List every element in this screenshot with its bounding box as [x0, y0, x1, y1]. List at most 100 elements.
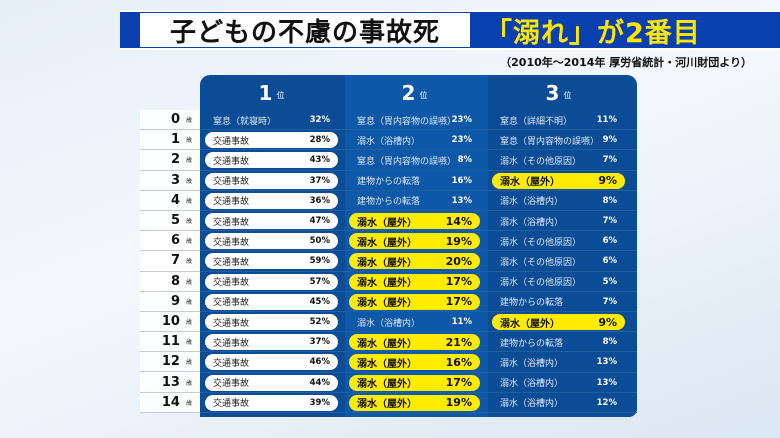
- cause-cell: 建物からの転落 7%: [492, 294, 625, 310]
- cause-cell: 交通事故 43%: [205, 152, 338, 169]
- cause-percent: 23%: [451, 135, 472, 146]
- rank-number: 1: [258, 80, 273, 105]
- cause-label: 溺水（屋外）: [357, 399, 417, 411]
- cause-cell: 溺水（屋外） 9%: [492, 172, 625, 189]
- table-row: 交通事故 57% 溺水（屋外） 17% 溺水（その他原因） 5%: [200, 272, 637, 292]
- cause-label: 窒息（就寝時）: [213, 116, 277, 127]
- table-row: 交通事故 45% 溺水（屋外） 17% 建物からの転落 7%: [200, 292, 637, 312]
- age-suffix: 歳: [185, 238, 192, 246]
- cause-percent: 50%: [309, 236, 330, 247]
- cause-percent: 13%: [451, 195, 472, 206]
- cause-label: 交通事故: [213, 379, 250, 390]
- cause-label: 交通事故: [213, 217, 250, 228]
- table-row: 窒息（就寝時） 32% 窒息（胃内容物の誤嚥） 23% 窒息（詳細不明） 11%: [200, 110, 637, 131]
- cause-cell: 溺水（屋外） 17%: [349, 273, 480, 290]
- table-row: 交通事故 37% 建物からの転落 16% 溺水（屋外） 9%: [200, 171, 637, 191]
- age-suffix: 歳: [185, 117, 192, 125]
- cause-percent: 16%: [445, 355, 472, 369]
- table-row: 交通事故 52% 溺水（浴槽内） 11% 溺水（屋外） 9%: [200, 312, 637, 333]
- cause-cell: 交通事故 28%: [205, 132, 338, 149]
- cause-cell: 溺水（その他原因） 6%: [492, 253, 625, 269]
- cause-cell: 溺水（屋外） 14%: [349, 213, 480, 229]
- cause-label: 溺水（屋外）: [357, 358, 417, 370]
- cause-cell: 溺水（屋外） 19%: [349, 394, 480, 411]
- cause-percent: 11%: [596, 115, 617, 125]
- cause-cell: 交通事故 59%: [205, 253, 338, 270]
- table-row: 交通事故 47% 溺水（屋外） 14% 溺水（浴槽内） 7%: [200, 211, 637, 232]
- cause-label: 溺水（屋外）: [357, 379, 417, 391]
- cause-percent: 45%: [309, 296, 330, 307]
- cause-label: 交通事故: [213, 298, 250, 309]
- ranking-table: 1 位 2 位 3 位窒息（就寝時） 32% 窒息（胃内容物の誤嚥） 23% 窒息（詳細不明） 11…: [200, 75, 637, 417]
- cause-cell: 交通事故 39%: [205, 394, 338, 411]
- age-suffix: 歳: [185, 318, 192, 326]
- cause-label: 溺水（その他原因）: [500, 156, 582, 167]
- cause-label: 溺水（浴槽内）: [500, 197, 564, 208]
- cause-cell: 溺水（屋外） 17%: [349, 293, 480, 310]
- age-suffix: 歳: [185, 359, 192, 367]
- cause-label: 溺水（浴槽内）: [500, 379, 564, 390]
- age-label: 10 歳: [140, 311, 200, 333]
- cause-cell: 溺水（浴槽内） 7%: [492, 213, 625, 229]
- rank-suffix: 位: [276, 91, 285, 100]
- age-number: 8: [170, 273, 180, 289]
- age-label: 14 歳: [140, 392, 200, 413]
- cause-label: 交通事故: [213, 257, 250, 268]
- cause-label: 交通事故: [213, 318, 250, 329]
- table-row: 交通事故 59% 溺水（屋外） 20% 溺水（その他原因） 6%: [200, 251, 637, 272]
- cause-cell: 溺水（屋外） 17%: [349, 374, 480, 391]
- cause-percent: 13%: [596, 357, 617, 368]
- cause-cell: 溺水（浴槽内） 8%: [492, 193, 625, 209]
- cause-percent: 59%: [309, 256, 330, 267]
- cause-percent: 47%: [309, 216, 330, 226]
- cause-cell: 交通事故 37%: [205, 172, 338, 189]
- age-suffix: 歳: [185, 218, 192, 226]
- table-row: 交通事故 43% 窒息（胃内容物の誤嚥） 8% 溺水（その他原因） 7%: [200, 150, 637, 171]
- cause-percent: 6%: [602, 256, 617, 267]
- cause-percent: 46%: [309, 357, 330, 368]
- cause-percent: 52%: [309, 317, 330, 327]
- cause-cell: 溺水（屋外） 9%: [492, 314, 625, 330]
- cause-percent: 5%: [602, 276, 617, 287]
- cause-percent: 36%: [309, 195, 330, 206]
- cause-cell: 建物からの転落 8%: [492, 334, 625, 350]
- cause-cell: 交通事故 44%: [205, 374, 338, 391]
- table-row: 交通事故 50% 溺水（屋外） 19% 溺水（その他原因） 6%: [200, 231, 637, 252]
- cause-cell: 窒息（胃内容物の誤嚥） 9%: [492, 132, 625, 148]
- table-row: 交通事故 44% 溺水（屋外） 17% 溺水（浴槽内） 13%: [200, 373, 637, 393]
- cause-label: 建物からの転落: [500, 338, 564, 349]
- cause-label: 溺水（浴槽内）: [500, 217, 564, 228]
- cause-cell: 交通事故 57%: [205, 273, 338, 290]
- table-row: 交通事故 37% 溺水（屋外） 21% 建物からの転落 8%: [200, 332, 637, 353]
- age-suffix: 歳: [185, 339, 192, 347]
- cause-label: 溺水（屋外）: [500, 318, 560, 330]
- cause-label: 交通事故: [213, 136, 250, 147]
- cause-percent: 8%: [602, 337, 617, 348]
- cause-label: 溺水（屋外）: [500, 177, 560, 189]
- cause-cell: 溺水（屋外） 21%: [349, 334, 480, 351]
- title-highlight: 「溺れ」が2番目: [485, 17, 701, 49]
- cause-label: 溺水（屋外）: [357, 278, 417, 290]
- table-row: 交通事故 28% 溺水（浴槽内） 23% 窒息（胃内容物の誤嚥） 9%: [200, 130, 637, 151]
- age-suffix: 歳: [185, 157, 192, 165]
- cause-cell: 交通事故 47%: [205, 213, 338, 229]
- cause-label: 窒息（胃内容物の誤嚥）: [500, 136, 600, 147]
- cause-cell: 溺水（浴槽内） 11%: [349, 314, 480, 330]
- cause-cell: 溺水（浴槽内） 23%: [349, 132, 480, 148]
- cause-cell: 建物からの転落 13%: [349, 193, 480, 209]
- age-number: 7: [170, 253, 180, 269]
- cause-label: 交通事故: [213, 278, 250, 289]
- cause-percent: 39%: [309, 397, 330, 408]
- age-number: 1: [170, 132, 180, 148]
- cause-label: 溺水（屋外）: [357, 217, 417, 229]
- cause-percent: 13%: [596, 377, 617, 388]
- cause-percent: 9%: [598, 174, 617, 188]
- age-number: 14: [161, 394, 180, 410]
- cause-cell: 建物からの転落 16%: [349, 173, 480, 189]
- cause-label: 溺水（その他原因）: [500, 257, 582, 268]
- rank-suffix: 位: [563, 91, 572, 100]
- age-suffix: 歳: [185, 197, 192, 205]
